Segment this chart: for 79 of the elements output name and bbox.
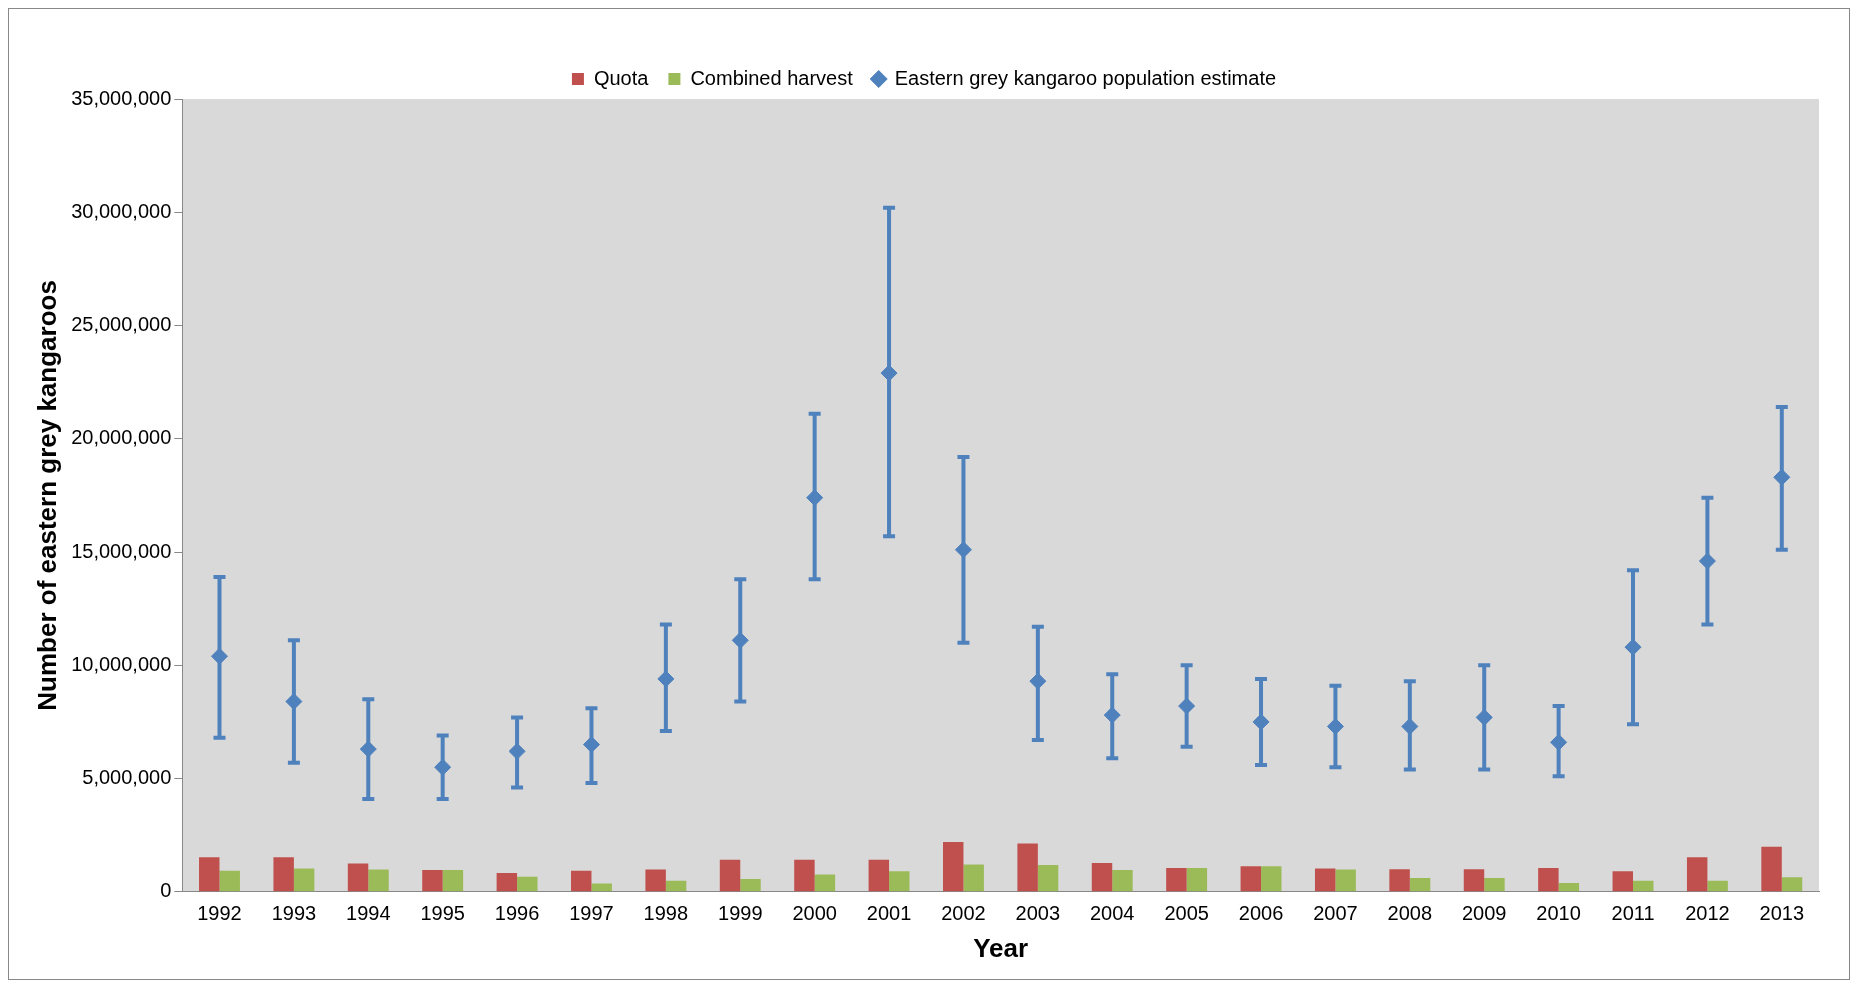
y-tick-label: 5,000,000 [82, 766, 172, 789]
legend-label: Combined harvest [690, 66, 854, 89]
y-tick-label: 30,000,000 [71, 199, 172, 222]
bar [1538, 868, 1559, 892]
x-tick-label: 1997 [569, 902, 614, 925]
bar [347, 863, 369, 892]
legend-label: Eastern grey kangaroo population estimate [894, 66, 1277, 89]
x-tick-label: 2012 [1685, 902, 1730, 925]
bar [1037, 865, 1059, 892]
bar [740, 879, 761, 892]
bar [1389, 869, 1410, 892]
legend-label: Quota [593, 66, 650, 89]
bar [1612, 871, 1634, 892]
bar [1484, 877, 1505, 892]
bar [814, 874, 836, 892]
x-tick-label: 1995 [420, 902, 465, 925]
y-tick-label: 20,000,000 [71, 426, 172, 449]
bar [496, 873, 518, 892]
bar [1166, 868, 1187, 892]
bar [665, 880, 687, 892]
bar [645, 869, 666, 892]
y-tick-label: 35,000,000 [71, 86, 172, 109]
x-tick-label: 2005 [1164, 902, 1209, 925]
x-tick-label: 1993 [271, 902, 317, 925]
bar [1314, 868, 1336, 892]
bar [1112, 870, 1133, 892]
x-axis-title: Year [973, 932, 1029, 963]
x-tick-label: 2001 [866, 902, 912, 925]
bar [571, 870, 592, 892]
bar [1558, 882, 1580, 892]
bar [517, 876, 538, 892]
bar [293, 868, 315, 892]
bar [1091, 863, 1113, 892]
x-tick-label: 2003 [1015, 902, 1061, 925]
bar [1707, 880, 1728, 892]
bar [794, 859, 815, 892]
bar [1261, 866, 1282, 892]
bar [1686, 857, 1708, 892]
bar [1186, 868, 1208, 892]
bar [963, 864, 984, 892]
x-tick-label: 1996 [494, 902, 540, 925]
bar [368, 869, 389, 892]
bar [1781, 877, 1803, 892]
x-tick-label: 1999 [718, 902, 763, 925]
x-tick-label: 2013 [1759, 902, 1805, 925]
x-tick-label: 2000 [792, 902, 837, 925]
x-tick-label: 2008 [1387, 902, 1433, 925]
bar [1633, 880, 1654, 892]
bar [273, 857, 294, 892]
x-tick-label: 2002 [941, 902, 986, 925]
bar [868, 859, 890, 892]
bar [422, 870, 443, 892]
bar [1240, 866, 1262, 892]
bar [1761, 846, 1782, 892]
y-tick-label: 15,000,000 [71, 539, 172, 562]
y-tick-label: 10,000,000 [71, 652, 172, 675]
y-tick-label: 0 [160, 879, 172, 902]
bar [219, 870, 240, 892]
bar [1409, 877, 1431, 892]
bar [591, 883, 612, 892]
bar [1017, 843, 1038, 892]
x-tick-label: 1992 [197, 902, 242, 925]
bar [442, 870, 464, 892]
bar [1335, 869, 1356, 892]
y-axis-title: Number of eastern grey kangaroos [31, 280, 62, 711]
y-tick-label: 25,000,000 [71, 313, 172, 336]
x-tick-label: 2011 [1611, 902, 1655, 925]
x-tick-label: 1994 [346, 902, 391, 925]
bar [719, 859, 741, 892]
bar [942, 841, 964, 892]
x-tick-label: 1998 [643, 902, 689, 925]
bar [199, 857, 220, 892]
x-tick-label: 2009 [1461, 902, 1507, 925]
x-tick-label: 2010 [1536, 902, 1581, 925]
bar [889, 871, 910, 892]
x-tick-label: 2007 [1313, 902, 1358, 925]
bar [1463, 869, 1485, 892]
x-tick-label: 2004 [1089, 902, 1135, 925]
x-tick-label: 2006 [1238, 902, 1284, 925]
